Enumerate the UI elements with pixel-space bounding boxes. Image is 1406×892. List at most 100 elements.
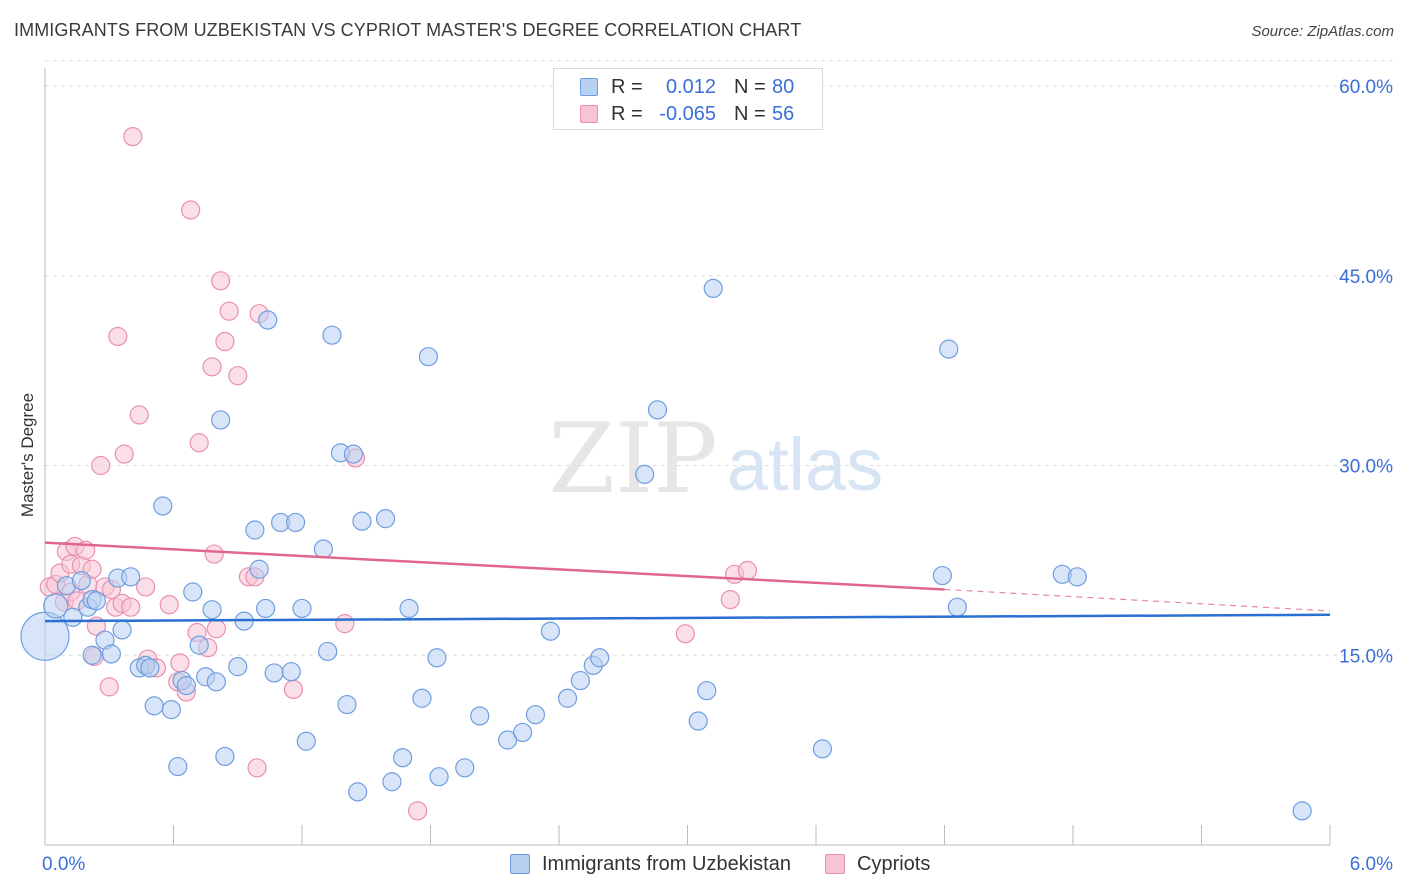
uzbekistan-point xyxy=(1292,801,1312,821)
x-tick-label-max: 6.0% xyxy=(1350,854,1393,875)
source-label: Source: ZipAtlas.com xyxy=(1251,23,1394,40)
uzbekistan-point xyxy=(557,688,578,708)
uzbekistan-point xyxy=(375,509,396,529)
legend-n-value: 56 xyxy=(772,103,795,125)
uzbekistan-point xyxy=(812,739,833,759)
cypriot-point xyxy=(159,595,179,615)
cypriot-point xyxy=(170,653,190,673)
uzbekistan-point xyxy=(189,635,209,655)
uzbekistan-point xyxy=(418,347,438,367)
uzbekistan-point xyxy=(512,722,533,743)
uzbekistan-point xyxy=(281,662,301,682)
cypriot-point xyxy=(720,589,740,610)
uzbekistan-point xyxy=(313,539,334,559)
legend-r-value: 0.012 xyxy=(665,76,716,98)
trend-lines xyxy=(44,541,1331,623)
uzbekistan-point xyxy=(647,400,668,420)
uzbekistan-point xyxy=(412,688,432,708)
watermark-atlas: atlas xyxy=(727,423,883,506)
cypriot-point xyxy=(189,433,209,453)
uzbekistan-point xyxy=(688,711,708,731)
uzbekistan-point xyxy=(498,730,518,750)
cypriot-point xyxy=(211,271,231,291)
cypriot-point xyxy=(123,127,143,147)
uzbekistan-point xyxy=(258,310,278,330)
uzbekistan-point xyxy=(455,758,475,778)
uzbekistan-point xyxy=(20,611,70,661)
uzbekistan-point xyxy=(71,571,92,591)
cypriot-point xyxy=(219,301,239,321)
watermark: ZIP atlas xyxy=(548,403,883,515)
cypriot-point xyxy=(121,597,141,617)
watermark-zip: ZIP xyxy=(548,403,717,515)
series-uzbekistan-points xyxy=(20,278,1312,821)
uzbekistan-point xyxy=(112,620,132,640)
uzbekistan-point xyxy=(348,782,368,802)
uzbekistan-point xyxy=(343,444,363,464)
uzbekistan-point xyxy=(121,567,141,587)
uzbekistan-point xyxy=(285,512,306,533)
trend-line-uzbekistan xyxy=(44,613,1331,623)
cypriot-point xyxy=(215,331,235,352)
uzbekistan-point xyxy=(183,582,203,602)
cypriot-point xyxy=(204,544,224,564)
uzbekistan-point xyxy=(249,559,269,579)
uzbekistan-point xyxy=(206,672,226,692)
cypriot-point xyxy=(99,677,119,697)
uzbekistan-point xyxy=(590,648,610,668)
legend-r-label: R = xyxy=(611,103,643,125)
correlation-legend: R = 0.012 N = 80 R = -0.065 N = 56 xyxy=(553,68,823,130)
uzbekistan-point xyxy=(399,598,419,619)
uzbekistan-point xyxy=(168,756,188,777)
uzbekistan-point xyxy=(296,731,316,751)
legend-label-cypriots: Cypriots xyxy=(857,853,931,875)
legend-swatch-pink xyxy=(580,105,598,123)
uzbekistan-point xyxy=(352,511,372,531)
uzbekistan-point xyxy=(292,598,312,619)
trend-line-cypriots-extension xyxy=(944,588,1331,612)
uzbekistan-point xyxy=(144,696,164,716)
cypriot-point xyxy=(675,624,695,644)
cypriot-point xyxy=(136,577,156,597)
uzbekistan-point xyxy=(540,621,561,641)
uzbekistan-point xyxy=(161,700,181,720)
y-tick-label: 45.0% xyxy=(1339,267,1393,288)
uzbekistan-point xyxy=(939,339,959,359)
uzbekistan-point xyxy=(1067,567,1087,587)
uzbekistan-point xyxy=(470,706,490,726)
trend-line-cypriots xyxy=(44,541,945,591)
uzbekistan-point xyxy=(228,657,248,677)
uzbekistan-point xyxy=(82,645,102,665)
uzbekistan-point xyxy=(570,670,591,691)
uzbekistan-point xyxy=(211,410,231,430)
uzbekistan-point xyxy=(245,520,265,540)
uzbekistan-point xyxy=(429,767,449,787)
legend-row-uzbekistan: R = 0.012 N = 80 xyxy=(554,74,822,100)
chart-title: IMMIGRANTS FROM UZBEKISTAN VS CYPRIOT MA… xyxy=(14,20,802,40)
uzbekistan-point xyxy=(264,663,284,683)
cypriot-point xyxy=(114,444,134,464)
legend-n-value: 80 xyxy=(772,76,795,98)
uzbekistan-point xyxy=(140,658,160,678)
uzbekistan-point xyxy=(153,496,173,516)
y-axis-title: Master's Degree xyxy=(18,392,37,518)
y-tick-label: 60.0% xyxy=(1339,77,1393,98)
legend-swatch-blue xyxy=(510,854,530,874)
cypriot-point xyxy=(181,200,201,220)
uzbekistan-point xyxy=(697,681,717,701)
legend-swatch-pink xyxy=(825,854,845,874)
uzbekistan-point xyxy=(703,278,723,298)
uzbekistan-point xyxy=(101,644,121,664)
legend-label-uzbekistan: Immigrants from Uzbekistan xyxy=(542,853,791,875)
y-tick-label: 30.0% xyxy=(1339,457,1393,478)
cypriot-point xyxy=(91,455,111,476)
uzbekistan-point xyxy=(635,464,655,484)
uzbekistan-point xyxy=(255,598,276,619)
cypriot-point xyxy=(335,614,355,634)
cypriot-point xyxy=(108,326,128,347)
uzbekistan-point xyxy=(43,593,69,619)
grid-lines xyxy=(45,60,1395,656)
uzbekistan-point xyxy=(86,591,107,611)
cypriot-point xyxy=(247,758,267,778)
